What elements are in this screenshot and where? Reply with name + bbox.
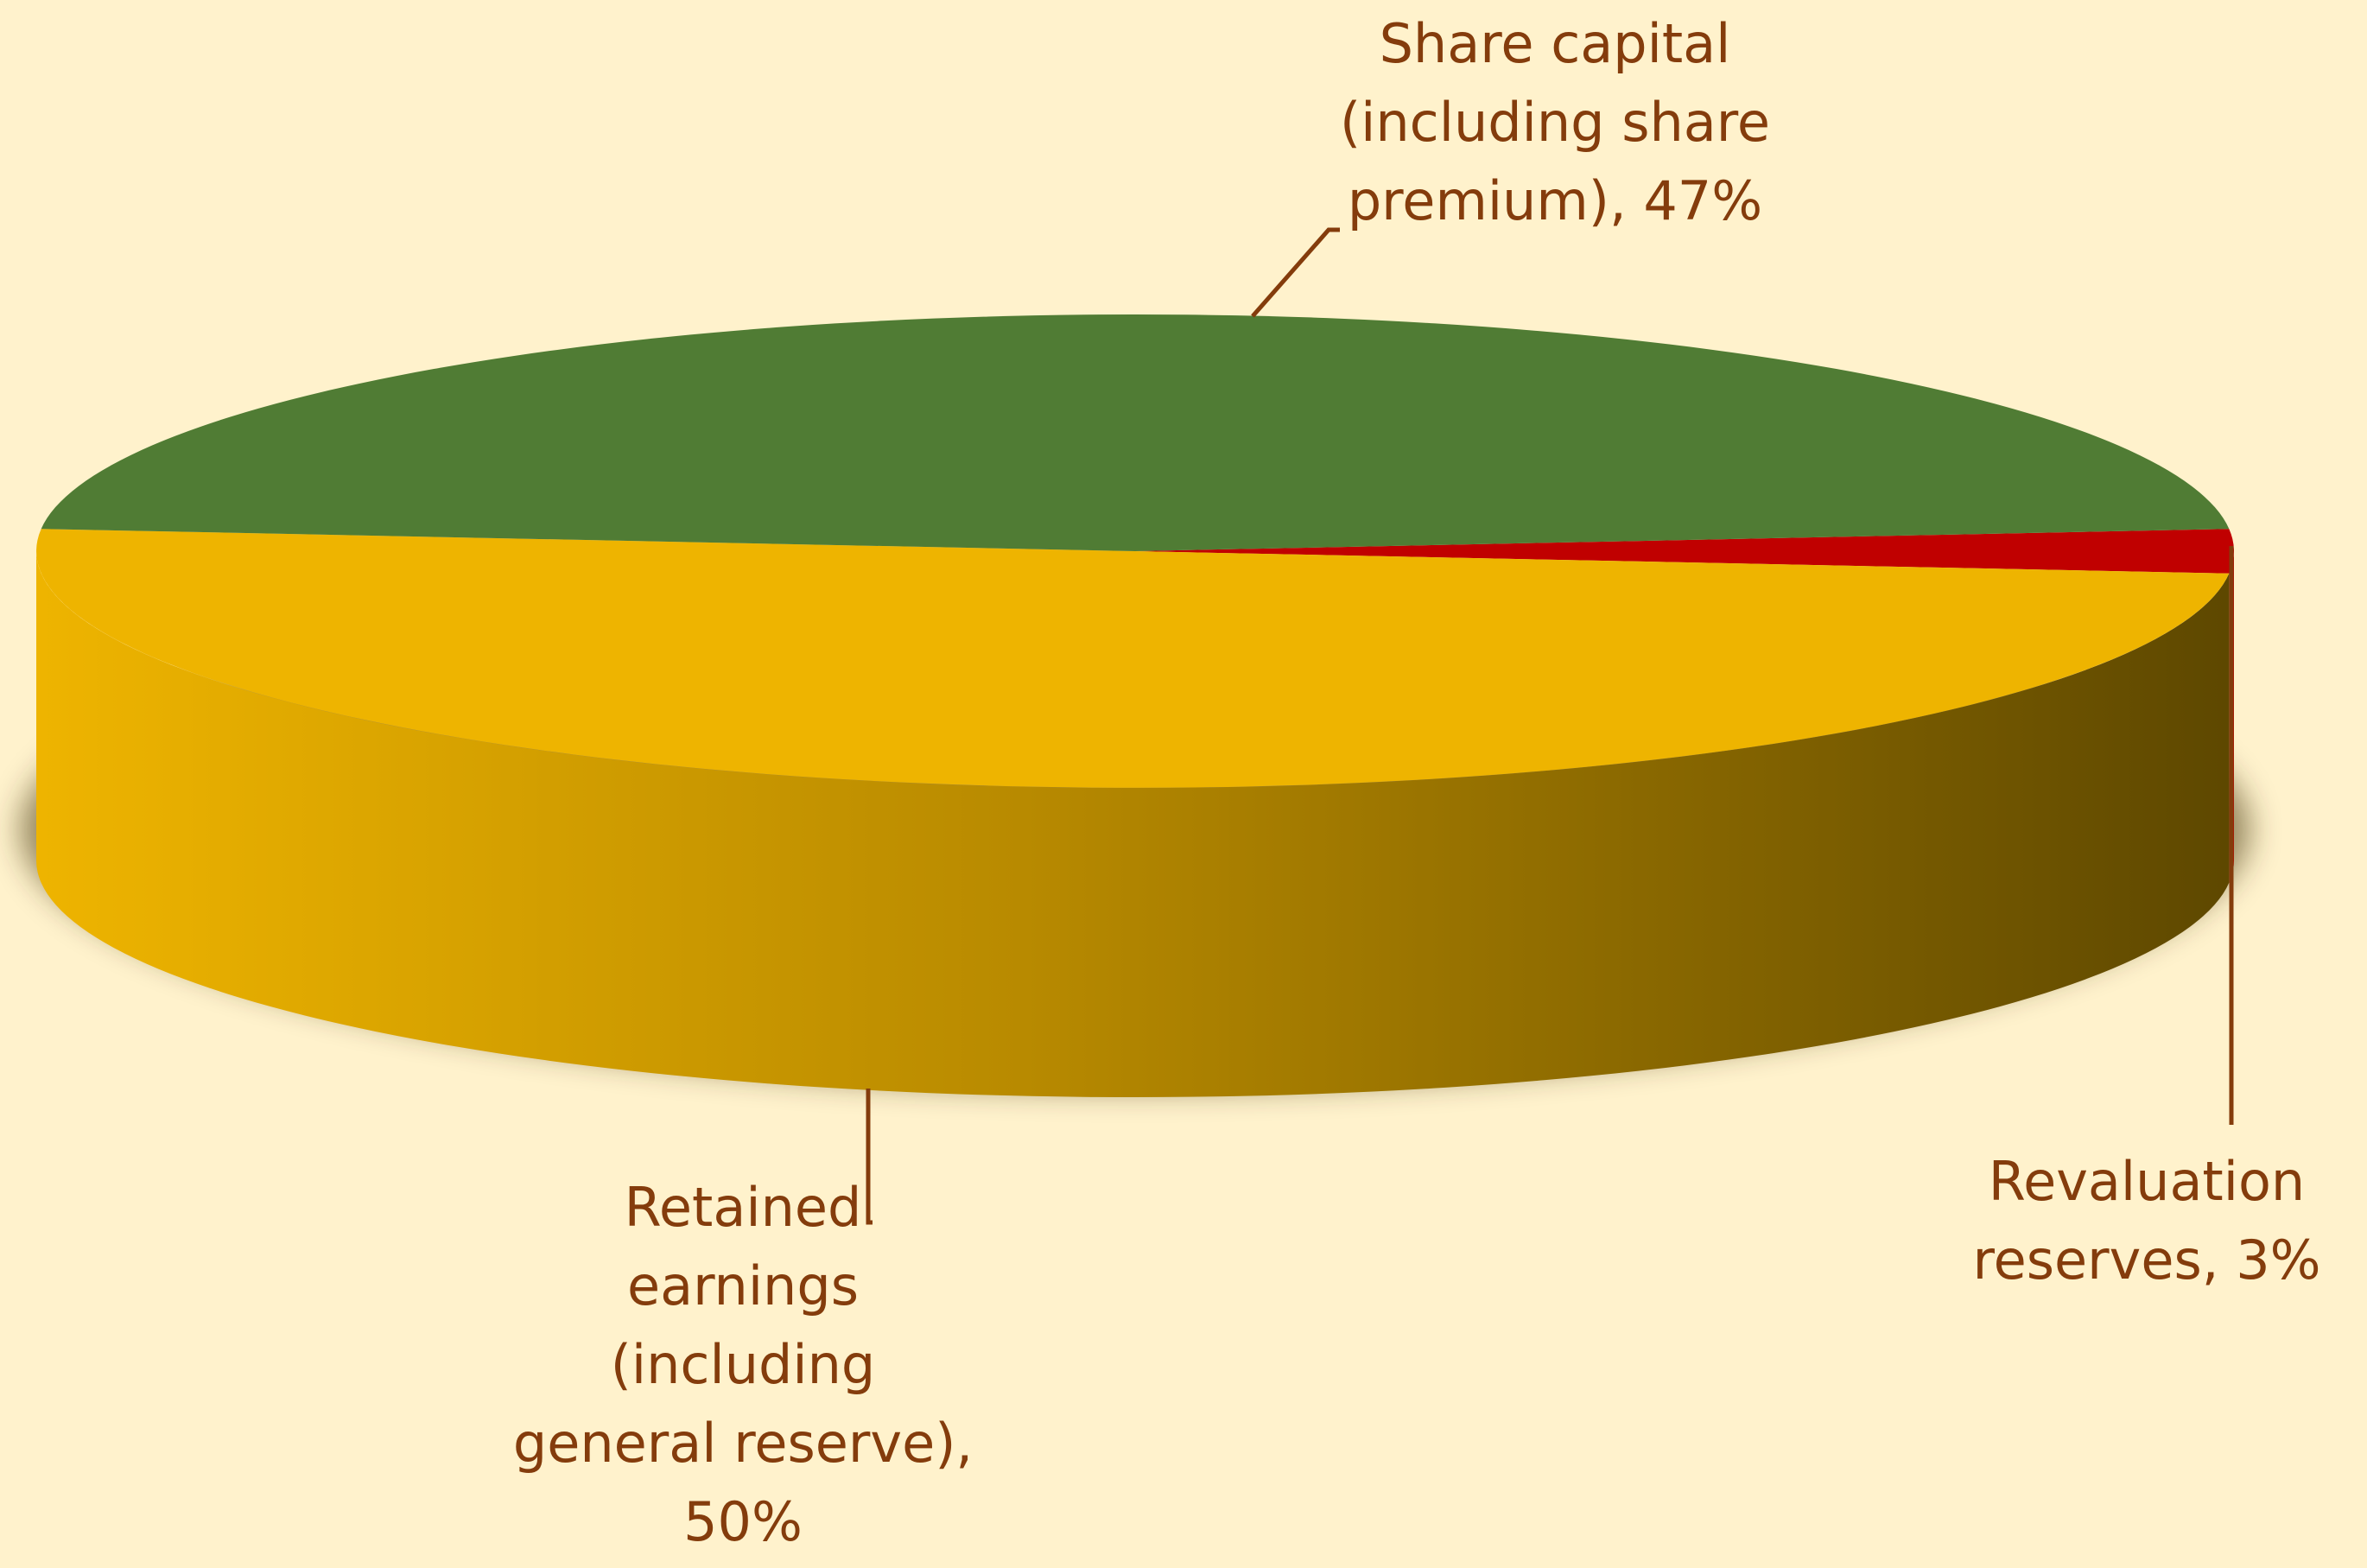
data-label: Share capital (including share premium),… <box>1339 12 1771 232</box>
leader-line <box>866 1089 873 1225</box>
data-label: Revaluation reserves, 3% <box>1972 1150 2321 1292</box>
slice-side <box>36 551 2230 1097</box>
slice <box>41 314 2230 551</box>
slice <box>1135 529 2234 574</box>
leader-line <box>1251 227 1340 318</box>
pie <box>36 314 2234 1097</box>
data-label: Retained earnings (including general res… <box>512 1176 974 1553</box>
slice <box>36 529 2230 788</box>
